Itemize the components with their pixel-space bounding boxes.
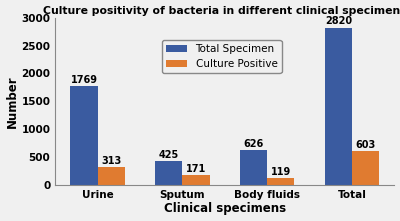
Text: 626: 626 [244, 139, 264, 149]
Text: 603: 603 [356, 140, 376, 150]
Text: 171: 171 [186, 164, 206, 174]
Bar [325, 28, 352, 185]
Bar [182, 175, 210, 185]
Y-axis label: Number: Number [6, 75, 18, 128]
Text: 2820: 2820 [325, 16, 352, 26]
X-axis label: Clinical specimens: Clinical specimens [164, 202, 286, 215]
Text: 119: 119 [271, 167, 291, 177]
Bar [98, 167, 125, 185]
Text: 425: 425 [159, 150, 179, 160]
Legend: Total Specimen, Culture Positive: Total Specimen, Culture Positive [162, 40, 282, 73]
Bar [352, 151, 379, 185]
Bar [267, 178, 294, 185]
Title: Culture positivity of bacteria in different clinical specimens: Culture positivity of bacteria in differ… [43, 6, 400, 15]
Text: 313: 313 [101, 156, 121, 166]
Text: 1769: 1769 [70, 75, 98, 85]
Bar [155, 161, 182, 185]
Bar [240, 150, 267, 185]
Bar [70, 86, 98, 185]
